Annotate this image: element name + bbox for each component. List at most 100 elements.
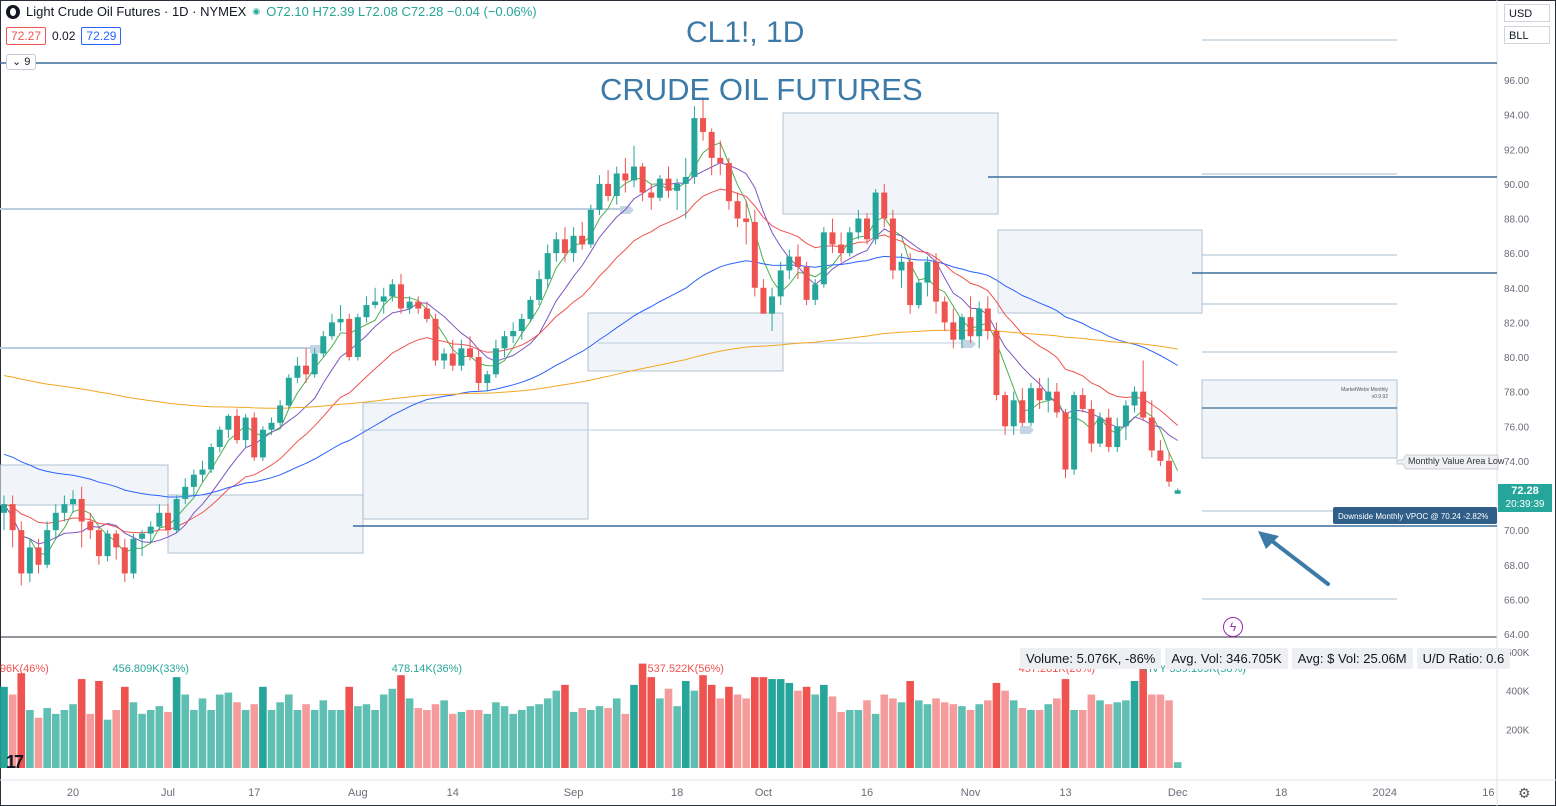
buy-price-button[interactable]: 72.29 bbox=[81, 27, 122, 45]
candle-body bbox=[467, 348, 474, 357]
candle-body bbox=[277, 405, 284, 423]
volume-bar bbox=[897, 702, 906, 768]
ma-20-line bbox=[3, 188, 1179, 534]
high-value: H72.39 bbox=[312, 4, 355, 19]
candle-body bbox=[441, 353, 448, 361]
candle-body bbox=[907, 261, 914, 306]
candle-body bbox=[156, 512, 163, 527]
gear-icon[interactable]: ⚙ bbox=[1518, 785, 1531, 801]
volume-bar bbox=[500, 706, 509, 768]
candle-body bbox=[751, 221, 758, 288]
candle-body bbox=[52, 512, 59, 531]
volume-bar bbox=[785, 682, 794, 768]
candle-body bbox=[915, 282, 922, 306]
volume-bar bbox=[1156, 694, 1165, 768]
volume-bar bbox=[984, 700, 992, 768]
candle-body bbox=[527, 299, 534, 319]
candle-body bbox=[492, 348, 499, 375]
candle-body bbox=[208, 447, 215, 470]
volume-bar bbox=[1173, 762, 1182, 768]
candle-body bbox=[1148, 417, 1155, 451]
volume-bar bbox=[543, 698, 552, 768]
candle-body bbox=[596, 183, 603, 210]
volume-bar bbox=[362, 704, 371, 768]
candle-body bbox=[984, 308, 991, 332]
volume-bar bbox=[923, 704, 932, 768]
candle-body bbox=[553, 239, 560, 254]
candle-body bbox=[708, 131, 715, 158]
volume-bar bbox=[1130, 681, 1139, 768]
candle-body bbox=[44, 530, 51, 565]
volume-bar bbox=[129, 702, 138, 768]
candle-body bbox=[234, 415, 241, 441]
volume-bar bbox=[811, 694, 820, 768]
volume-bar bbox=[992, 682, 1001, 768]
volume-bar bbox=[1001, 690, 1009, 768]
candle-body bbox=[544, 253, 551, 280]
sell-price-button[interactable]: 72.27 bbox=[6, 27, 47, 45]
currency-select[interactable]: USD bbox=[1504, 4, 1550, 22]
volume-bar bbox=[1087, 694, 1096, 768]
candle-body bbox=[35, 547, 42, 565]
tradingview-logo-icon[interactable]: 17 bbox=[6, 752, 24, 772]
volume-bar bbox=[60, 710, 69, 768]
candle-body bbox=[725, 163, 732, 202]
volume-bar bbox=[276, 702, 284, 768]
candle-body bbox=[898, 261, 905, 271]
candle-body bbox=[104, 533, 111, 557]
volume-bar bbox=[1122, 700, 1130, 768]
volume-bar bbox=[1113, 702, 1122, 768]
chevron-down-icon: ⌄ bbox=[12, 56, 22, 68]
candle-body bbox=[1010, 400, 1017, 427]
volume-bar bbox=[699, 675, 707, 768]
volume-bar bbox=[716, 698, 725, 768]
candle-body bbox=[251, 417, 258, 458]
volume-bar bbox=[112, 710, 120, 768]
symbol-title[interactable]: Light Crude Oil Futures · 1D · NYMEX bbox=[26, 4, 247, 19]
time-tick-label: Oct bbox=[755, 787, 772, 799]
candle-body bbox=[941, 301, 948, 323]
volume-bar bbox=[854, 710, 863, 768]
spread-value: 0.02 bbox=[52, 29, 76, 43]
volume-bar bbox=[1147, 694, 1156, 768]
volume-bar bbox=[940, 702, 949, 768]
candle-body bbox=[872, 192, 879, 240]
volume-bar bbox=[164, 711, 172, 768]
last-price-label: 72.28 20:39:39 bbox=[1498, 484, 1552, 512]
volume-bar bbox=[466, 710, 474, 768]
axis-layer: 96.00 94.00 92.00 90.00 88.00 86.00 84.00 82.00… bbox=[0, 76, 1530, 799]
volume-bar bbox=[776, 679, 785, 768]
price-tick-label: 90.00 bbox=[1504, 180, 1529, 191]
candle-body bbox=[674, 183, 681, 191]
candle-body bbox=[423, 308, 430, 319]
unit-select[interactable]: BLL bbox=[1504, 26, 1550, 44]
volume-bar bbox=[43, 708, 51, 768]
candle-body bbox=[121, 547, 128, 574]
candle-body bbox=[372, 301, 379, 306]
volume-bar bbox=[802, 686, 811, 768]
volume-bar bbox=[354, 706, 362, 768]
candle-body bbox=[95, 530, 102, 557]
bid-ask-row: 72.27 0.02 72.29 bbox=[6, 27, 122, 45]
indicators-toggle[interactable]: ⌄ 9 bbox=[6, 54, 37, 70]
candle-body bbox=[268, 422, 275, 430]
candle-body bbox=[380, 296, 387, 302]
volume-percent-label: 896K(46%) bbox=[0, 663, 49, 675]
volume-bar bbox=[483, 713, 492, 768]
volume-bar bbox=[284, 694, 293, 768]
candle-body bbox=[242, 417, 249, 441]
candle-body bbox=[933, 261, 940, 302]
volume-bar bbox=[190, 710, 198, 768]
price-tick-label: 96.00 bbox=[1504, 76, 1529, 87]
volume-bar bbox=[379, 694, 388, 768]
lightning-icon[interactable]: ϟ bbox=[1223, 617, 1243, 637]
volume-bar bbox=[77, 679, 86, 768]
volume-bar bbox=[889, 698, 897, 768]
candle-body bbox=[1002, 395, 1009, 427]
volume-bar bbox=[0, 686, 8, 768]
volume-bar bbox=[34, 717, 43, 768]
value-area-low-callout bbox=[1396, 454, 1499, 470]
candle-body bbox=[570, 235, 577, 254]
